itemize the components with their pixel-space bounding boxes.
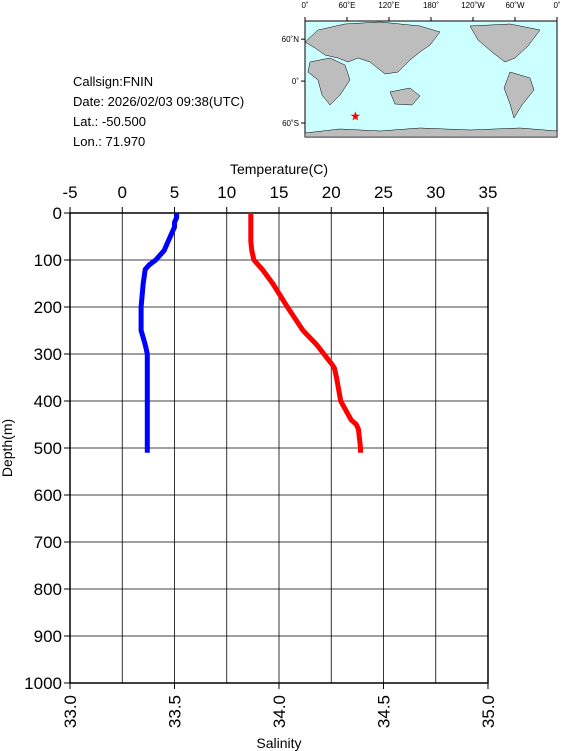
x2-tick-label: 25 [374,183,393,202]
continents [304,21,558,138]
x2-tick-label: 20 [322,183,341,202]
antarctica [304,127,558,138]
x2-tick-label: 0 [118,183,127,202]
x-tick-label: 33.0 [61,695,80,728]
y-tick-label: 600 [34,486,62,505]
x-tick-label: 35.0 [479,695,498,728]
y-tick-label: 200 [34,298,62,317]
x2-tick-label: 35 [479,183,498,202]
map-lon-label: 0˚ [301,1,308,10]
map-lat-label: 60˚S [282,119,299,128]
y-tick-label: 100 [34,251,62,270]
x2-tick-label: 15 [270,183,289,202]
map [304,20,558,138]
x2-tick-label: 10 [217,183,236,202]
y-tick-label: 700 [34,533,62,552]
map-lat-label: 0˚ [292,77,299,86]
africa [307,57,351,106]
australia [389,87,421,106]
map-lon-label: 120˚E [378,1,399,10]
south-america [503,71,535,119]
x2-tick-label: 5 [170,183,179,202]
x2-tick-label: -5 [62,183,77,202]
x2-axis-title: Temperature(C) [230,161,328,177]
map-lon-label: 60˚W [505,1,525,10]
y-tick-label: 300 [34,345,62,364]
y-tick-label: 500 [34,439,62,458]
profile-line [248,213,363,453]
station-marker [350,111,361,121]
x-tick-label: 34.5 [375,695,394,728]
x2-tick-label: 30 [426,183,445,202]
profile-line [138,213,180,453]
y-tick-label: 400 [34,392,62,411]
eurasia [304,21,441,75]
map-lon-label: 0˚ [553,1,560,10]
y-axis-title: Depth(m) [0,419,15,477]
map-lon-label: 60˚E [339,1,356,10]
x-tick-label: 33.5 [166,695,185,728]
map-lon-label: 120˚W [461,1,485,10]
map-lat-label: 60˚N [282,35,300,44]
y-tick-label: 0 [53,204,62,223]
y-tick-label: 800 [34,580,62,599]
y-tick-label: 1000 [24,674,62,693]
x-axis-title: Salinity [256,735,301,751]
x-tick-label: 34.0 [270,695,289,728]
info-line: Lat.: -50.500 [73,114,146,129]
north-america [469,23,541,63]
y-tick-label: 900 [34,627,62,646]
info-line: Callsign:FNIN [73,74,153,89]
info-line: Lon.: 71.970 [73,134,145,149]
map-lon-label: 180˚ [423,1,439,10]
info-line: Date: 2026/02/03 09:38(UTC) [73,94,244,109]
